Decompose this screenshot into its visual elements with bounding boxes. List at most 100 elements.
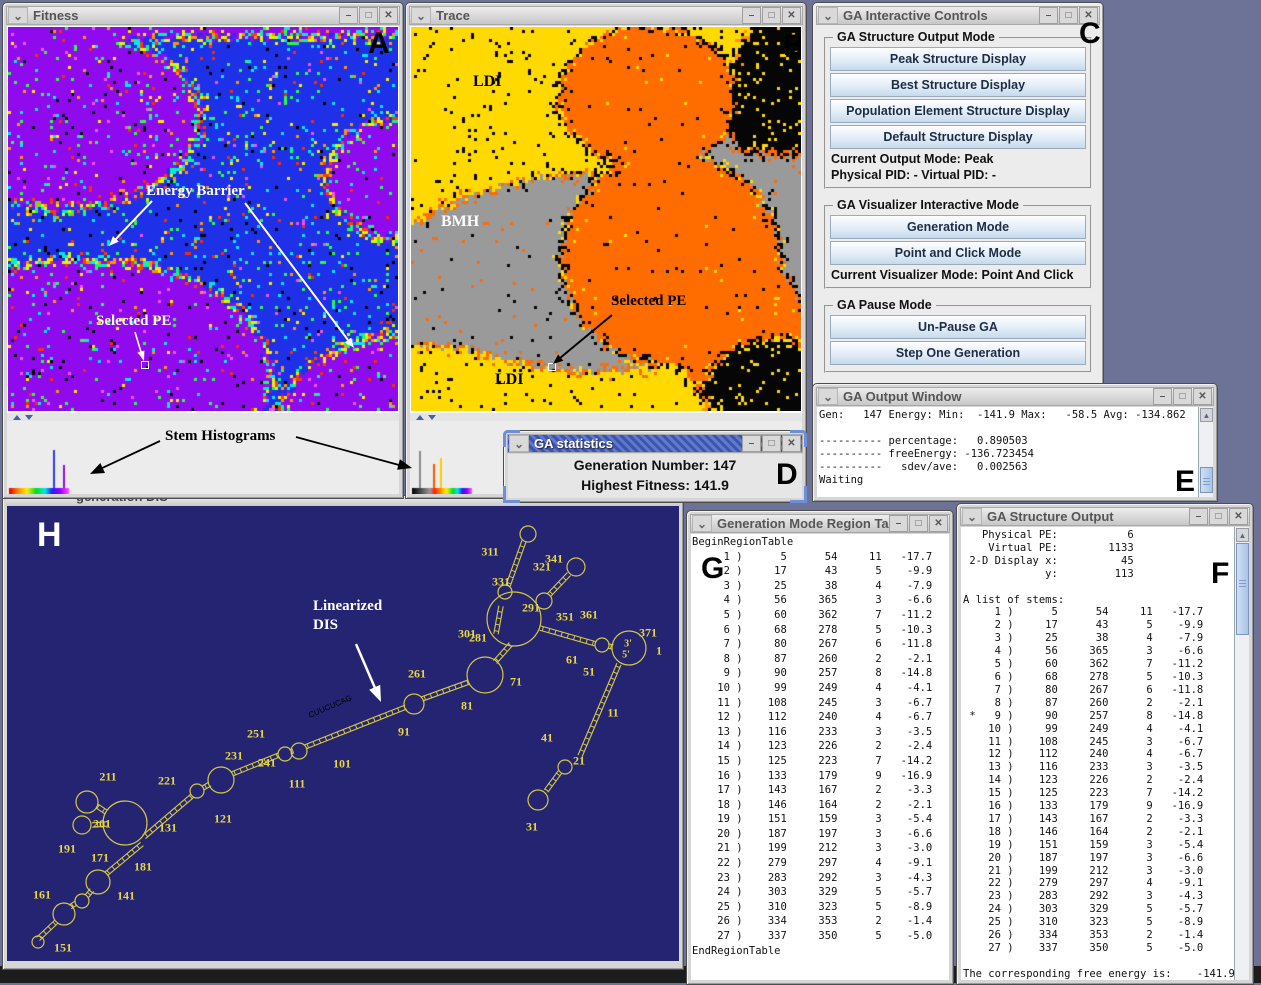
window-menu-icon[interactable]: ⌄ bbox=[962, 508, 982, 525]
output-titlebar[interactable]: ⌄ GA Output Window – □ ✕ bbox=[816, 387, 1214, 406]
maximize-icon[interactable]: □ bbox=[1173, 388, 1192, 405]
position-label-301: 301 bbox=[458, 627, 476, 642]
scrollbar-thumb[interactable] bbox=[1236, 543, 1249, 635]
window-menu-icon[interactable]: ⌄ bbox=[692, 515, 712, 532]
position-label-161: 161 bbox=[33, 888, 51, 903]
population-element-structure-display-button[interactable]: Population Element Structure Display bbox=[830, 99, 1086, 123]
position-label-231: 231 bbox=[225, 749, 243, 764]
bmh-label: BMH bbox=[441, 213, 479, 231]
dis-label: DIS bbox=[313, 617, 338, 634]
window-letter-e: E bbox=[1175, 465, 1195, 499]
linearized-dis-arrow bbox=[7, 506, 679, 961]
position-label-191: 191 bbox=[58, 842, 76, 857]
position-label-171: 171 bbox=[91, 851, 109, 866]
generation-mode-button[interactable]: Generation Mode bbox=[830, 215, 1086, 239]
point-and-click-mode-button[interactable]: Point and Click Mode bbox=[830, 241, 1086, 265]
position-label-311: 311 bbox=[481, 545, 498, 560]
active-corner bbox=[790, 430, 807, 447]
maximize-icon[interactable]: □ bbox=[359, 7, 378, 24]
position-label-51: 51 bbox=[583, 665, 595, 680]
minimize-icon[interactable]: – bbox=[1153, 388, 1172, 405]
scroll-up-icon[interactable]: ▲ bbox=[1200, 408, 1213, 422]
maximize-icon[interactable]: □ bbox=[1209, 508, 1228, 525]
window-letter-a: A bbox=[368, 27, 390, 61]
step-one-generation-button[interactable]: Step One Generation bbox=[830, 341, 1086, 365]
close-icon[interactable]: ✕ bbox=[1229, 508, 1248, 525]
position-label-91: 91 bbox=[398, 725, 410, 740]
window-letter-h: H bbox=[37, 516, 62, 555]
visualizer-mode-group: GA Visualizer Interactive Mode Generatio… bbox=[824, 205, 1092, 289]
position-label-151: 151 bbox=[54, 941, 72, 956]
active-corner bbox=[503, 486, 520, 503]
minimize-icon[interactable]: – bbox=[742, 435, 761, 452]
pause-mode-group: GA Pause Mode Un-Pause GA Step One Gener… bbox=[824, 305, 1092, 373]
maximize-icon[interactable]: □ bbox=[1059, 7, 1078, 24]
window-menu-icon[interactable]: ⌄ bbox=[818, 388, 838, 405]
position-label-71: 71 bbox=[510, 675, 522, 690]
window-menu-icon[interactable]: ⌄ bbox=[411, 7, 431, 24]
position-label-141: 141 bbox=[117, 889, 135, 904]
pid-status: Physical PID: - Virtual PID: - bbox=[830, 167, 1086, 183]
selected-pe-marker bbox=[548, 363, 556, 371]
minimize-icon[interactable]: – bbox=[742, 7, 761, 24]
ldi-bottom-label: LDI bbox=[495, 371, 523, 389]
trace-window: ⌄ Trace – □ ✕ B LDI BMH Selected PE LDI bbox=[405, 2, 807, 499]
minimize-icon[interactable]: – bbox=[889, 515, 908, 532]
trace-titlebar[interactable]: ⌄ Trace – □ ✕ bbox=[409, 6, 803, 25]
position-label-11: 11 bbox=[607, 706, 618, 721]
window-menu-icon[interactable]: ⌄ bbox=[8, 7, 28, 24]
unpause-ga-button[interactable]: Un-Pause GA bbox=[830, 315, 1086, 339]
window-letter-b: B bbox=[783, 29, 802, 63]
best-structure-display-button[interactable]: Best Structure Display bbox=[830, 73, 1086, 97]
window-menu-icon[interactable]: ⌄ bbox=[818, 7, 838, 24]
close-icon[interactable]: ✕ bbox=[782, 7, 801, 24]
structure-output-scrollbar[interactable]: ▲ bbox=[1234, 527, 1249, 980]
close-icon[interactable]: ✕ bbox=[379, 7, 398, 24]
minimize-icon[interactable]: – bbox=[1189, 508, 1208, 525]
output-scrollbar[interactable]: ▲ bbox=[1198, 407, 1213, 497]
terminus-label: 3' bbox=[624, 639, 632, 650]
position-label-361: 361 bbox=[580, 608, 598, 623]
region-table-titlebar[interactable]: ⌄ Generation Mode Region Ta – □ ✕ bbox=[690, 514, 950, 533]
close-icon[interactable]: ✕ bbox=[929, 515, 948, 532]
position-label-41: 41 bbox=[541, 731, 553, 746]
peak-structure-display-button[interactable]: Peak Structure Display bbox=[830, 47, 1086, 71]
group-title: GA Structure Output Mode bbox=[833, 30, 999, 44]
region-table-text: BeginRegionTable 1 ) 5 54 11 -17.7 2 ) 1… bbox=[691, 534, 949, 958]
current-output-mode-status: Current Output Mode: Peak bbox=[830, 151, 1086, 167]
fitness-heatmap-canvas[interactable] bbox=[8, 27, 398, 411]
close-icon[interactable]: ✕ bbox=[1193, 388, 1212, 405]
maximize-icon[interactable]: □ bbox=[909, 515, 928, 532]
thumb-ridges bbox=[1239, 580, 1246, 588]
output-window: ⌄ GA Output Window – □ ✕ Gen: 147 Energy… bbox=[812, 383, 1218, 502]
structure-output-titlebar[interactable]: ⌄ GA Structure Output – □ ✕ bbox=[960, 507, 1250, 526]
position-label-1: 1 bbox=[656, 644, 662, 659]
position-label-101: 101 bbox=[333, 757, 351, 772]
position-label-111: 111 bbox=[289, 777, 306, 792]
stats-title: GA statistics bbox=[529, 436, 742, 451]
fitness-stem-histogram bbox=[7, 414, 399, 494]
position-label-121: 121 bbox=[214, 812, 232, 827]
maximize-icon[interactable]: □ bbox=[762, 7, 781, 24]
fitness-title: Fitness bbox=[28, 8, 339, 23]
position-label-321: 321 bbox=[533, 560, 551, 575]
default-structure-display-button[interactable]: Default Structure Display bbox=[830, 125, 1086, 149]
scrollbar-thumb[interactable] bbox=[1200, 467, 1213, 493]
fitness-titlebar[interactable]: ⌄ Fitness – □ ✕ bbox=[6, 6, 400, 25]
stats-titlebar[interactable]: ⌄ GA statistics – □ ✕ bbox=[507, 434, 803, 453]
scroll-up-icon[interactable]: ▲ bbox=[1236, 528, 1249, 542]
selected-pe-marker bbox=[141, 361, 149, 369]
trace-selected-pe-label: Selected PE bbox=[611, 293, 686, 310]
active-corner bbox=[503, 430, 520, 447]
minimize-icon[interactable]: – bbox=[1039, 7, 1058, 24]
sequence-letters: CUUCUCAG bbox=[307, 693, 353, 719]
controls-window: ⌄ GA Interactive Controls – □ ✕ C GA Str… bbox=[812, 2, 1104, 392]
active-corner bbox=[790, 486, 807, 503]
structure-output-window: ⌄ GA Structure Output – □ ✕ Physical PE:… bbox=[956, 503, 1254, 985]
controls-titlebar[interactable]: ⌄ GA Interactive Controls – □ ✕ bbox=[816, 6, 1100, 25]
position-label-21: 21 bbox=[573, 754, 585, 769]
maximize-icon[interactable]: □ bbox=[762, 435, 781, 452]
minimize-icon[interactable]: – bbox=[339, 7, 358, 24]
position-label-131: 131 bbox=[159, 821, 177, 836]
